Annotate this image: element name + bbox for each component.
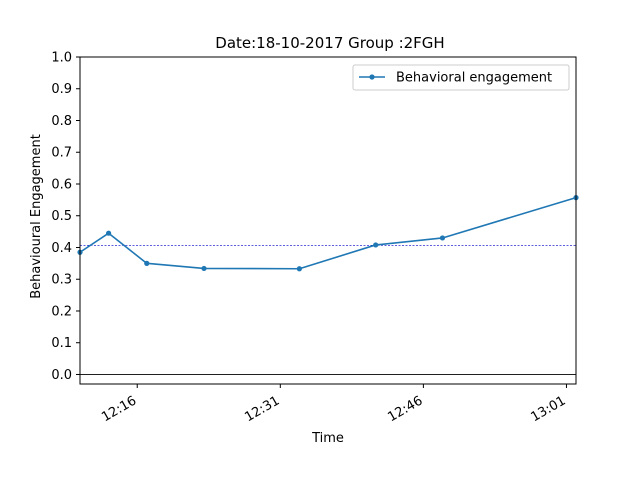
data-point-1 bbox=[106, 230, 112, 236]
x-axis-title: Time bbox=[311, 431, 344, 446]
axes-frame bbox=[79, 56, 577, 385]
y-tick-label-0: 0.0 bbox=[51, 368, 72, 383]
y-tick-label-3: 0.3 bbox=[51, 273, 72, 288]
data-point-2 bbox=[144, 260, 150, 266]
legend-box bbox=[352, 64, 570, 91]
y-axis-title: Behavioural Engagement bbox=[29, 134, 44, 299]
y-tick-label-9: 0.9 bbox=[51, 82, 72, 97]
y-tick-label-2: 0.2 bbox=[51, 304, 72, 319]
legend-label: Behavioral engagement bbox=[396, 71, 552, 86]
y-tick-label-8: 0.8 bbox=[51, 114, 72, 129]
chart-title: Date:18-10-2017 Group :2FGH bbox=[215, 34, 444, 52]
y-tick-label-7: 0.7 bbox=[51, 146, 72, 161]
legend-marker-swatch bbox=[369, 74, 375, 80]
data-point-6 bbox=[439, 235, 446, 241]
data-point-5 bbox=[373, 242, 379, 248]
y-tick-label-6: 0.6 bbox=[51, 177, 72, 192]
series-line-0 bbox=[79, 196, 577, 270]
data-point-4 bbox=[296, 266, 302, 272]
y-tick-label-1: 0.1 bbox=[51, 336, 72, 351]
data-point-3 bbox=[201, 265, 207, 272]
y-tick-label-10: 1.0 bbox=[51, 51, 72, 66]
y-tick-label-5: 0.5 bbox=[51, 209, 72, 224]
legend: Behavioral engagement bbox=[352, 64, 570, 91]
y-tick-label-4: 0.4 bbox=[51, 241, 72, 256]
